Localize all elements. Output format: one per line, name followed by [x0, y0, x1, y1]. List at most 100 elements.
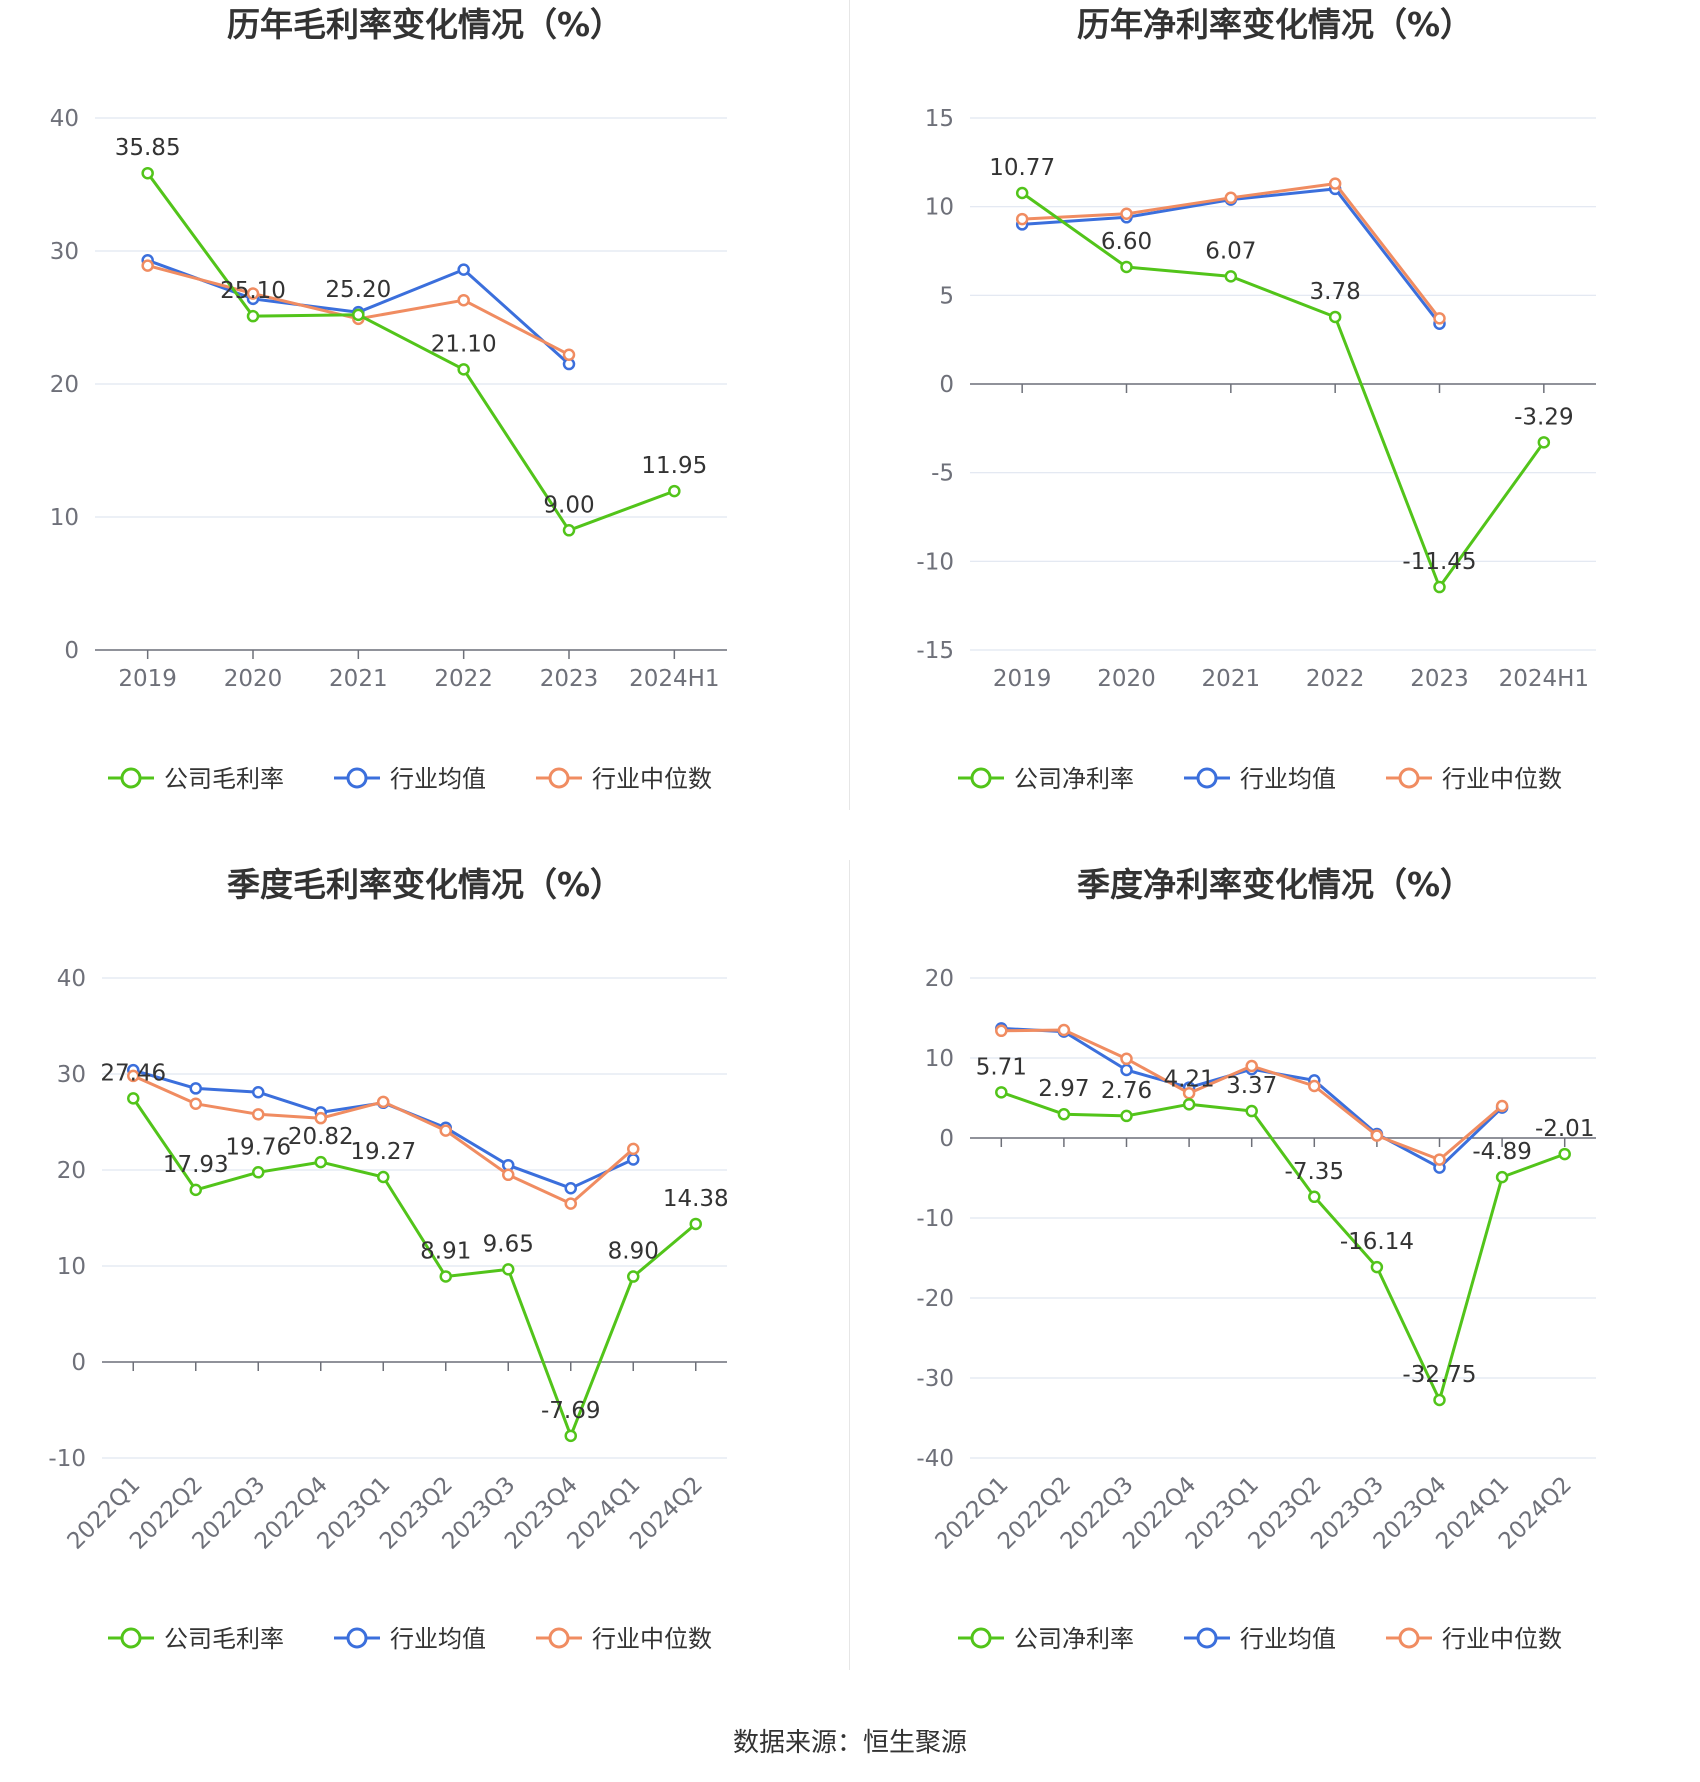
- y-tick-label: 30: [50, 239, 79, 265]
- data-label: 2.97: [1038, 1076, 1089, 1102]
- data-point[interactable]: [1057, 1107, 1071, 1121]
- series-line: [1000, 1090, 1566, 1402]
- data-point[interactable]: [189, 1082, 202, 1095]
- data-point[interactable]: [1015, 212, 1029, 226]
- data-point[interactable]: [564, 1429, 577, 1443]
- data-point[interactable]: [1308, 1190, 1321, 1204]
- data-point[interactable]: [1182, 1098, 1196, 1111]
- data-point[interactable]: [352, 308, 365, 322]
- data-point[interactable]: [1433, 1393, 1446, 1407]
- data-point[interactable]: [627, 1270, 640, 1283]
- data-point[interactable]: [1433, 580, 1446, 594]
- y-tick-label: 10: [57, 1254, 86, 1280]
- y-tick-label: -10: [916, 1206, 954, 1232]
- data-point[interactable]: [252, 1108, 265, 1121]
- x-tick-label: 2022: [1306, 666, 1365, 692]
- legend-item[interactable]: 公司净利率: [958, 1625, 1134, 1653]
- data-point[interactable]: [689, 1217, 702, 1231]
- data-point[interactable]: [439, 1124, 452, 1137]
- data-point[interactable]: [439, 1270, 452, 1283]
- chart-title: 季度毛利率变化情况（%）: [227, 865, 623, 904]
- data-point[interactable]: [1537, 436, 1551, 449]
- legend-label: 公司净利率: [1014, 765, 1134, 793]
- data-point[interactable]: [995, 1086, 1008, 1099]
- x-tick-label: 2023: [540, 666, 599, 692]
- data-point[interactable]: [1308, 1079, 1321, 1093]
- data-point[interactable]: [1433, 1153, 1446, 1166]
- data-point[interactable]: [189, 1097, 202, 1111]
- data-point[interactable]: [1328, 310, 1342, 324]
- data-point[interactable]: [995, 1024, 1008, 1038]
- data-point[interactable]: [377, 1095, 390, 1109]
- data-point[interactable]: [668, 484, 681, 498]
- data-point[interactable]: [457, 293, 470, 307]
- data-point[interactable]: [252, 1085, 265, 1099]
- data-point[interactable]: [1224, 270, 1238, 283]
- data-point[interactable]: [1120, 260, 1133, 274]
- data-point[interactable]: [127, 1092, 140, 1105]
- legend-item[interactable]: 行业均值: [1184, 1625, 1336, 1653]
- data-point[interactable]: [1558, 1147, 1571, 1161]
- data-point[interactable]: [141, 166, 154, 180]
- data-point[interactable]: [564, 1181, 577, 1195]
- data-point[interactable]: [1224, 191, 1238, 205]
- data-point[interactable]: [562, 524, 576, 537]
- data-point[interactable]: [246, 287, 260, 300]
- chart-panel-quarterly-net-margin: 季度净利率变化情况（%） -40 -30 -20 -10 0 10 20 2022Q1 2022Q…: [850, 860, 1700, 1720]
- data-point[interactable]: [1015, 186, 1029, 200]
- data-point[interactable]: [564, 1197, 577, 1210]
- legend-marker: [346, 1627, 368, 1649]
- data-point[interactable]: [1120, 1109, 1133, 1123]
- legend-item[interactable]: 行业中位数: [536, 765, 712, 793]
- legend-item[interactable]: 公司毛利率: [108, 765, 284, 793]
- legend-marker: [548, 767, 570, 789]
- data-point[interactable]: [457, 363, 470, 376]
- legend-item[interactable]: 行业均值: [1184, 765, 1336, 793]
- data-point[interactable]: [562, 348, 576, 361]
- data-point[interactable]: [1245, 1104, 1258, 1118]
- legend-item[interactable]: 行业均值: [334, 765, 486, 793]
- legend-item[interactable]: 行业中位数: [536, 1625, 712, 1653]
- data-label: 8.90: [608, 1239, 659, 1265]
- data-point[interactable]: [252, 1166, 265, 1179]
- data-point[interactable]: [1120, 1063, 1133, 1077]
- chart-panel-annual-net-margin: 历年净利率变化情况（%） -15 -10 -5 0 5 10 15 2019 2020 2021 20…: [850, 0, 1700, 860]
- data-point[interactable]: [1495, 1099, 1509, 1113]
- data-point[interactable]: [1328, 177, 1342, 190]
- data-label: -11.45: [1402, 549, 1476, 575]
- legend-item[interactable]: 公司净利率: [958, 765, 1134, 793]
- data-point[interactable]: [627, 1153, 640, 1166]
- y-tick-label: -15: [916, 638, 954, 664]
- data-point[interactable]: [502, 1263, 515, 1276]
- legend-item[interactable]: 公司毛利率: [108, 1625, 284, 1653]
- data-point[interactable]: [314, 1155, 327, 1169]
- data-point[interactable]: [502, 1168, 515, 1182]
- data-point[interactable]: [1245, 1059, 1258, 1073]
- data-label: 25.20: [325, 277, 391, 303]
- data-point[interactable]: [1495, 1170, 1509, 1184]
- data-point[interactable]: [1120, 207, 1133, 221]
- data-point[interactable]: [1433, 312, 1446, 325]
- legend-item[interactable]: 行业中位数: [1386, 765, 1562, 793]
- y-tick-label: -10: [916, 549, 954, 575]
- x-tick-label: 2021: [329, 666, 388, 692]
- data-point[interactable]: [1370, 1129, 1384, 1142]
- y-tick-label: -30: [916, 1366, 954, 1392]
- data-label: -16.14: [1340, 1229, 1414, 1255]
- data-point[interactable]: [457, 263, 470, 276]
- data-point[interactable]: [246, 309, 260, 323]
- data-point[interactable]: [627, 1142, 640, 1156]
- data-point[interactable]: [1120, 1052, 1133, 1066]
- data-point[interactable]: [189, 1183, 202, 1197]
- data-point[interactable]: [377, 1170, 390, 1184]
- data-point[interactable]: [1370, 1260, 1384, 1274]
- data-point[interactable]: [127, 1069, 140, 1083]
- legend-item[interactable]: 行业均值: [334, 1625, 486, 1653]
- data-point[interactable]: [314, 1111, 327, 1125]
- x-tick-label: 2023: [1410, 666, 1469, 692]
- legend-marker: [1398, 767, 1420, 789]
- data-point[interactable]: [141, 259, 154, 272]
- legend-item[interactable]: 行业中位数: [1386, 1625, 1562, 1653]
- data-point[interactable]: [1057, 1023, 1071, 1037]
- y-tick-label: 0: [71, 1350, 86, 1376]
